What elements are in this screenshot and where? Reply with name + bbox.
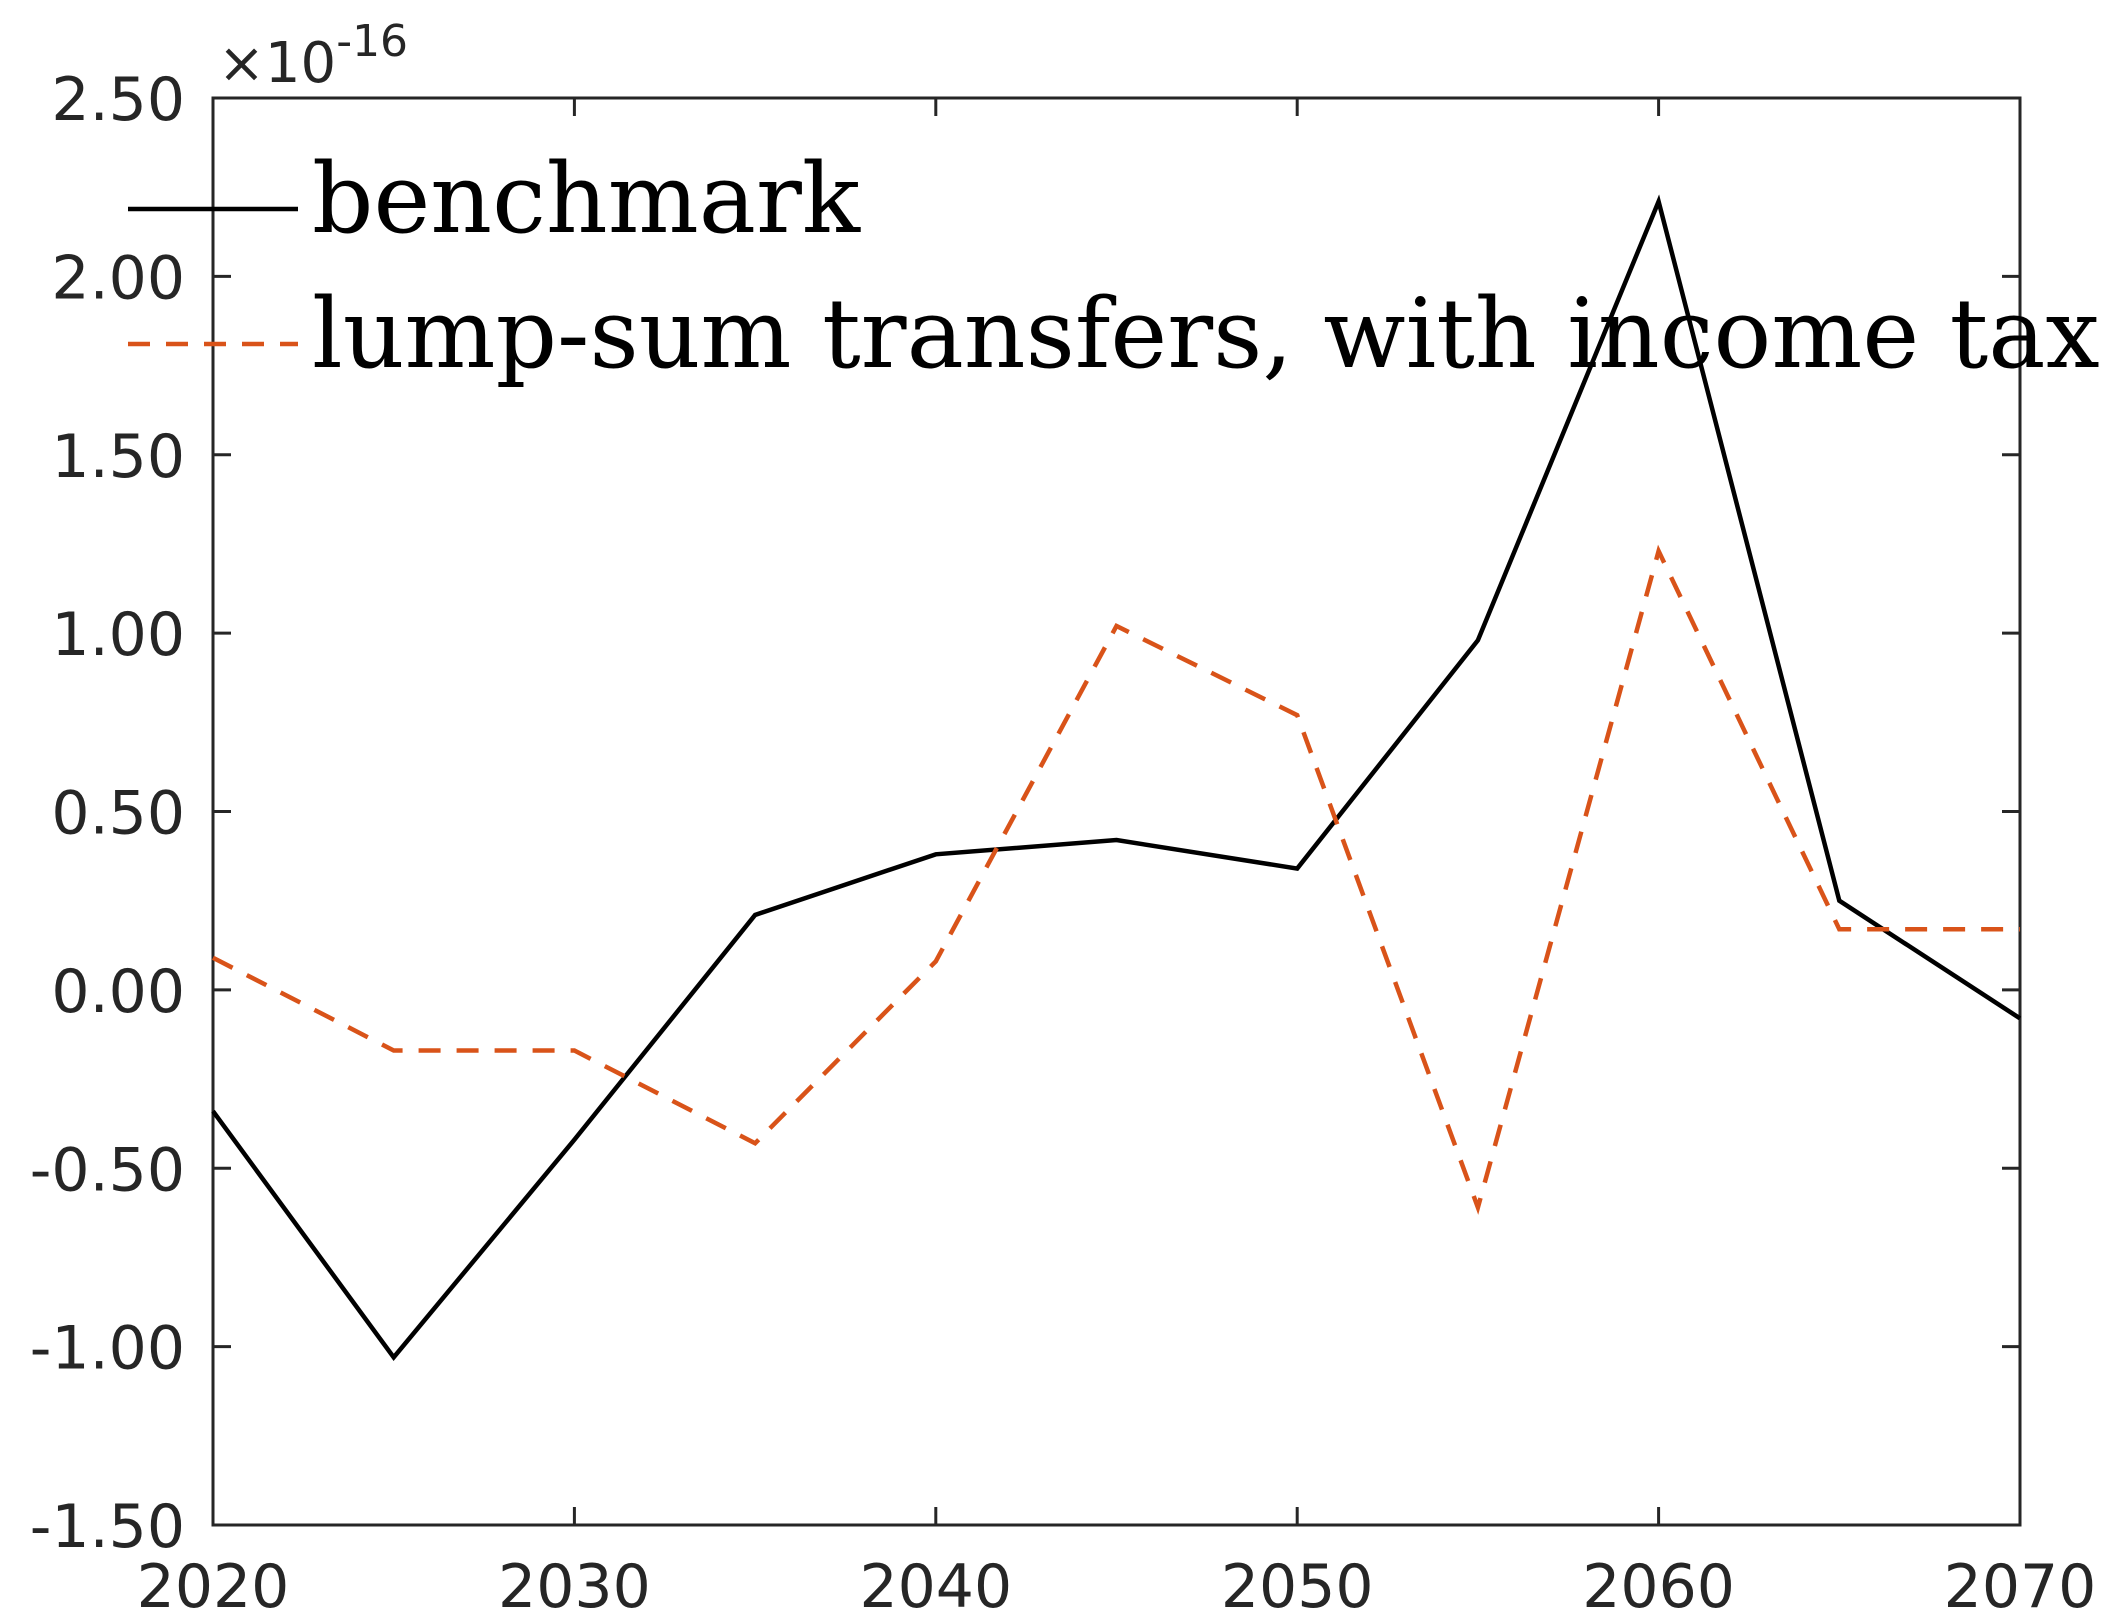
axis-ticks: 2020 2030 2040 2050 2060 2070 2.50 2.00 1.50 1.00… — [30, 65, 2097, 1622]
y-tick-label: 2.00 — [51, 243, 185, 313]
multiplier-exponent: -16 — [336, 16, 408, 67]
y-tick-label: 2.50 — [51, 65, 185, 135]
y-tick-label: 0.00 — [51, 957, 185, 1027]
y-tick-label: -1.00 — [30, 1314, 185, 1384]
y-tick-label: 1.50 — [51, 422, 185, 492]
x-tick-label: 2060 — [1582, 1552, 1735, 1622]
y-tick-label: 0.50 — [51, 779, 185, 849]
multiplier-base: ×10 — [218, 31, 336, 96]
y-tick-label: -0.50 — [30, 1135, 185, 1205]
legend-label-1: lump-sum transfers, with income tax — [312, 278, 2100, 390]
x-tick-label: 2030 — [498, 1552, 651, 1622]
y-tick-label: 1.00 — [51, 600, 185, 670]
series-line-0 — [211, 194, 2022, 1361]
series-0 — [211, 194, 2022, 1361]
x-tick-label: 2070 — [1944, 1552, 2097, 1622]
y-tick-label: -1.50 — [30, 1492, 185, 1562]
x-tick-label: 2040 — [859, 1552, 1012, 1622]
series-1 — [211, 544, 2020, 1215]
legend: benchmark lump-sum transfers, with income… — [128, 143, 2100, 390]
legend-label-0: benchmark — [312, 143, 861, 255]
x-tick-label: 2050 — [1221, 1552, 1374, 1622]
y-axis-multiplier: ×10-16 — [218, 16, 408, 96]
series-layer — [211, 194, 2022, 1361]
x-tick-label: 2020 — [137, 1552, 290, 1622]
series-line-1 — [211, 544, 2020, 1215]
